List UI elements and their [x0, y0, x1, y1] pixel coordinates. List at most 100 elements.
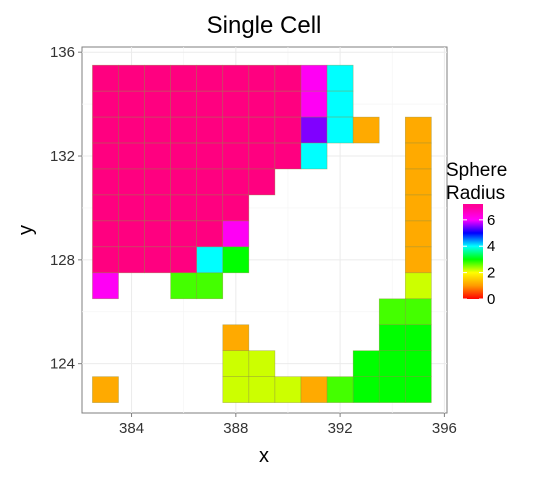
y-tick-label: 136 [50, 44, 75, 61]
heatmap-cell [196, 116, 224, 144]
heatmap-cell [248, 116, 276, 144]
heatmap-cell [170, 90, 198, 118]
heatmap-cell [196, 220, 224, 248]
legend-ticks: 0 2 4 6 [463, 212, 495, 308]
y-tick-label: 132 [50, 148, 75, 165]
heatmap-cell [274, 90, 302, 118]
heatmap-cell [404, 194, 432, 222]
heatmap-cell [300, 90, 328, 118]
heatmap-cell [170, 220, 198, 248]
heatmap-cell [326, 376, 354, 403]
heatmap-cell [222, 116, 250, 144]
heatmap-cell [92, 168, 119, 196]
heatmap-cell [118, 64, 145, 92]
heatmap-cell [92, 194, 119, 222]
heatmap-cell [378, 298, 406, 326]
heatmap-cell [196, 272, 224, 300]
heatmap-cell [222, 194, 250, 222]
legend-tick-label: 4 [487, 238, 495, 255]
heatmap-cell [222, 350, 250, 377]
heatmap-cell [404, 350, 432, 377]
heatmap-cell [404, 298, 432, 326]
heatmap-cell [378, 376, 406, 403]
heatmap-cell [144, 194, 171, 222]
heatmap-cell [248, 142, 276, 170]
heatmap-cell [118, 194, 145, 222]
heatmap-cell [404, 220, 432, 248]
heatmap-cell [248, 376, 276, 403]
heatmap-cell [144, 90, 171, 118]
heatmap-cell [300, 116, 328, 144]
heatmap-cell [170, 116, 198, 144]
legend-tick-label: 2 [487, 265, 495, 282]
legend-title-line-1: Sphere [446, 160, 507, 181]
heatmap-cell [92, 272, 119, 300]
heatmap-cell [144, 168, 171, 196]
heatmap-cell [300, 64, 328, 92]
heatmap-cell [222, 376, 250, 403]
heatmap-cell [170, 64, 198, 92]
heatmap-cell [144, 220, 171, 248]
heatmap-cell [378, 350, 406, 377]
heatmap-cell [378, 324, 406, 352]
x-tick-label: 396 [432, 420, 457, 437]
heatmap-cell [196, 246, 224, 274]
heatmap-cell [404, 142, 432, 170]
heatmap-cell [144, 142, 171, 170]
heatmap-cell [92, 90, 119, 118]
x-axis-ticks: 384 388 392 396 [119, 413, 457, 437]
heatmap-cell [352, 350, 380, 377]
heatmap-cell [248, 168, 276, 196]
legend-tick-label: 6 [487, 212, 495, 229]
heatmap-cells [92, 64, 432, 403]
heatmap-cell [404, 116, 432, 144]
heatmap-cell [92, 142, 119, 170]
heatmap-cell [248, 64, 276, 92]
heatmap-cell [404, 324, 432, 352]
heatmap-cell [222, 142, 250, 170]
heatmap-cell [222, 64, 250, 92]
x-axis-label: x [259, 445, 269, 467]
heatmap-cell [92, 220, 119, 248]
heatmap-cell [300, 376, 328, 403]
heatmap-cell [196, 194, 224, 222]
heatmap-cell [274, 142, 302, 170]
heatmap-cell [222, 246, 250, 274]
heatmap-cell [170, 272, 198, 300]
heatmap-cell [404, 246, 432, 274]
heatmap-cell [222, 324, 250, 352]
heatmap-cell [326, 116, 354, 144]
heatmap-cell [274, 64, 302, 92]
heatmap-cell [352, 376, 380, 403]
heatmap-cell [404, 168, 432, 196]
x-tick-label: 388 [223, 420, 248, 437]
heatmap-cell [170, 168, 198, 196]
heatmap-cell [404, 272, 432, 300]
heatmap-cell [222, 90, 250, 118]
heatmap-cell [222, 220, 250, 248]
heatmap-cell [274, 376, 302, 403]
heatmap-cell [118, 220, 145, 248]
heatmap-cell [196, 142, 224, 170]
legend-tick-label: 0 [487, 291, 495, 308]
heatmap-cell [144, 116, 171, 144]
heatmap-cell [196, 168, 224, 196]
heatmap-cell [92, 246, 119, 274]
color-legend: Sphere Radius 0 2 4 6 [446, 160, 507, 308]
y-axis-label: y [15, 225, 37, 235]
heatmap-cell [92, 116, 119, 144]
heatmap-cell [300, 142, 328, 170]
heatmap-cell [170, 246, 198, 274]
heatmap-cell [352, 116, 380, 144]
y-tick-label: 124 [50, 356, 75, 373]
y-axis-ticks: 124 128 132 136 [50, 44, 82, 373]
legend-colorbar [463, 204, 483, 299]
heatmap-cell [144, 64, 171, 92]
heatmap-cell [404, 376, 432, 403]
heatmap-cell [248, 350, 276, 377]
heatmap-cell [326, 90, 354, 118]
heatmap-cell [170, 194, 198, 222]
heatmap-cell [196, 64, 224, 92]
heatmap-cell [118, 142, 145, 170]
